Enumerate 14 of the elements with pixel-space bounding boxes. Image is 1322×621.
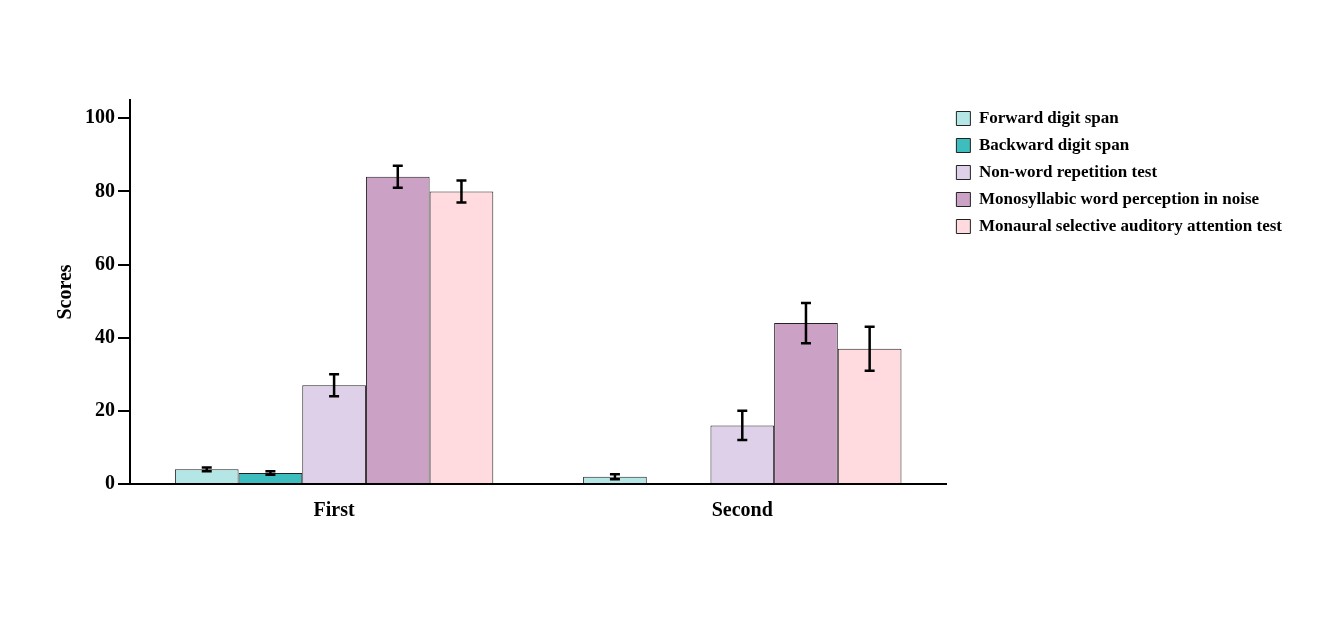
- y-tick-label: 100: [85, 105, 115, 128]
- legend-label: Non-word repetition test: [978, 161, 1158, 181]
- x-tick-label: Second: [711, 498, 773, 521]
- legend-label: Backward digit span: [978, 134, 1130, 154]
- y-tick-label: 40: [95, 324, 115, 347]
- y-tick-label: 80: [95, 178, 115, 201]
- y-tick-label: 20: [95, 398, 115, 421]
- legend-label: Monaural selective auditory attention test: [978, 215, 1283, 235]
- legend-label: Forward digit span: [978, 107, 1120, 127]
- y-axis-title: Scores: [53, 264, 76, 320]
- y-tick-label: 60: [95, 251, 115, 274]
- legend-label: Monosyllabic word perception in noise: [978, 188, 1260, 208]
- y-tick-label: 0: [105, 471, 115, 494]
- x-tick-label: First: [313, 498, 355, 521]
